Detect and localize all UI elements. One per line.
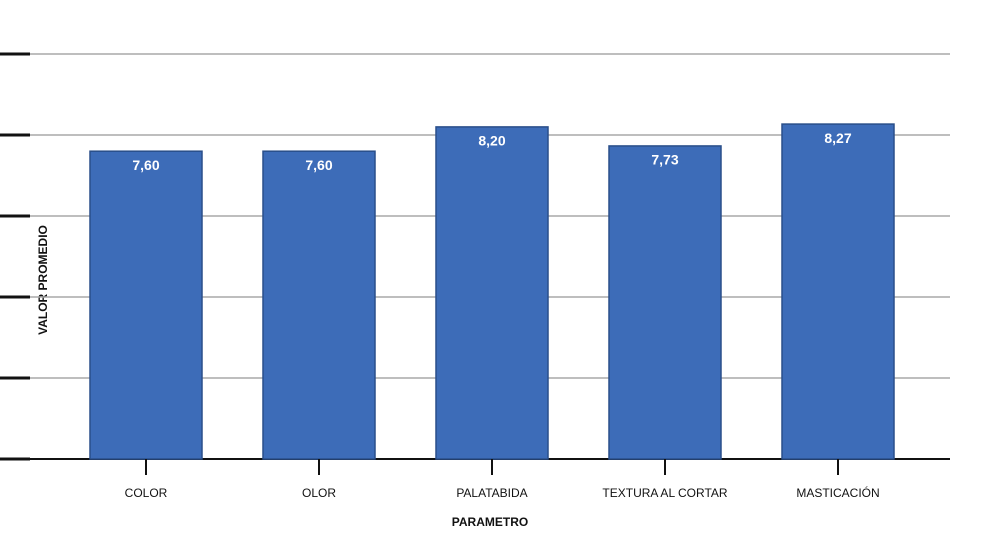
bar [262,150,376,460]
x-tick-label: PALATABIDA [456,486,527,500]
bar [781,123,895,460]
bar [608,145,722,460]
value-label: 7,73 [651,152,678,168]
x-tick-label: TEXTURA AL CORTAR [602,486,727,500]
y-axis-label: VALOR PROMEDIO [36,225,50,335]
x-tick-label: COLOR [125,486,168,500]
value-label: 7,60 [305,157,332,173]
x-tick-label: MASTICACIÓN [796,485,879,500]
value-label: 8,20 [478,133,505,149]
x-tick-label: OLOR [302,486,336,500]
bar [435,126,549,460]
value-label: 8,27 [824,130,851,146]
value-label: 7,60 [132,157,159,173]
x-axis-label: PARAMETRO [452,515,528,529]
bar [89,150,203,460]
